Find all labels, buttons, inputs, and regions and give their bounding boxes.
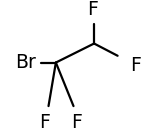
Text: Br: Br <box>15 53 36 72</box>
Text: F: F <box>87 0 98 19</box>
Text: F: F <box>71 113 82 132</box>
Text: F: F <box>39 113 50 132</box>
Text: F: F <box>130 56 141 75</box>
